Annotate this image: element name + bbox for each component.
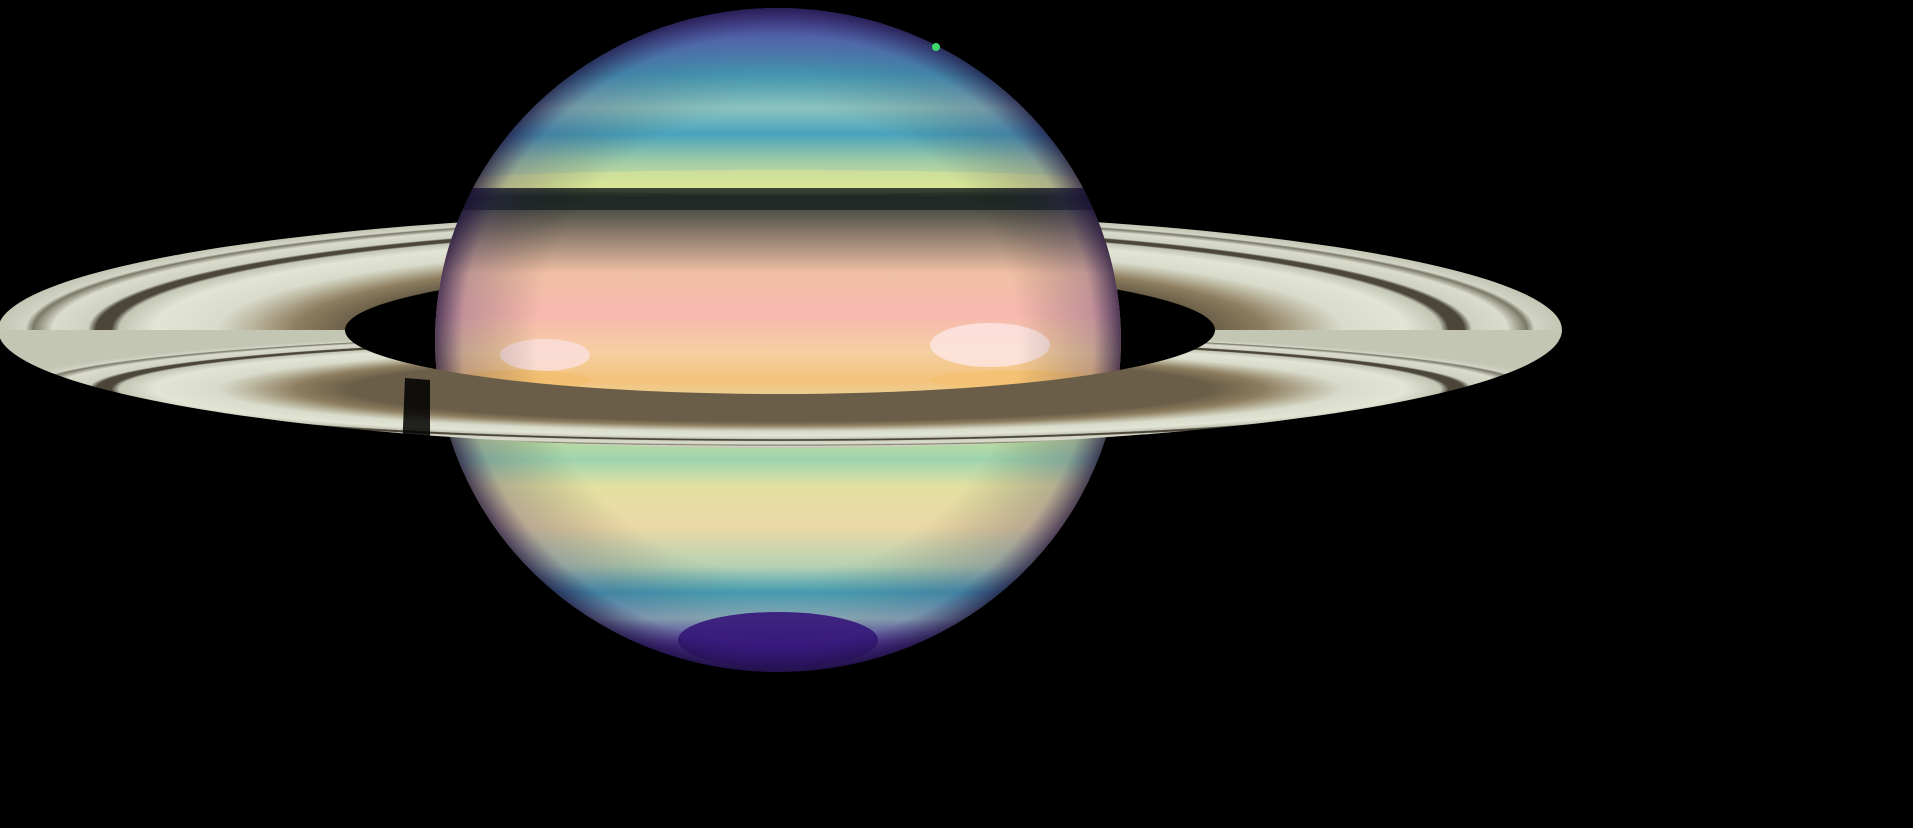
ring-front bbox=[0, 330, 1562, 448]
planet-globe bbox=[435, 8, 1121, 672]
globe-shadow-on-ring bbox=[402, 378, 430, 455]
moon-dot bbox=[932, 43, 940, 51]
